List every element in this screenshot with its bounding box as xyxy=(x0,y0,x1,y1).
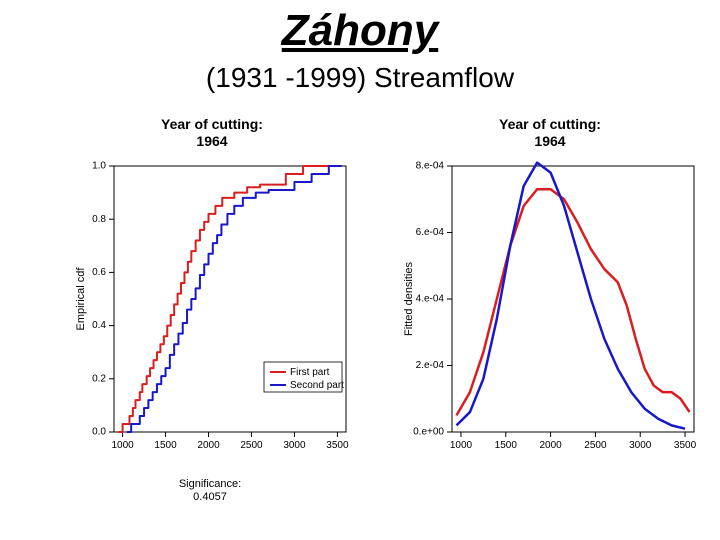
svg-text:0.e+00: 0.e+00 xyxy=(413,427,444,438)
left-panel-title-l2: 1964 xyxy=(72,133,352,150)
svg-text:2500: 2500 xyxy=(584,440,607,451)
subtitle: (1931 -1999) Streamflow xyxy=(0,62,720,94)
slide-root: Záhony (1931 -1999) Streamflow Year of c… xyxy=(0,0,720,540)
svg-text:1.0: 1.0 xyxy=(92,161,106,172)
svg-text:4.e-04: 4.e-04 xyxy=(416,294,445,305)
svg-text:2000: 2000 xyxy=(197,440,220,451)
right-panel-title: Year of cutting: 1964 xyxy=(410,116,690,150)
svg-text:2500: 2500 xyxy=(240,440,263,451)
svg-text:8.e-04: 8.e-04 xyxy=(416,161,445,172)
svg-text:1000: 1000 xyxy=(450,440,473,451)
svg-text:1500: 1500 xyxy=(154,440,177,451)
svg-text:3500: 3500 xyxy=(674,440,697,451)
svg-text:3000: 3000 xyxy=(629,440,652,451)
significance-note: Significance: 0.4057 xyxy=(150,478,270,504)
left-panel-title-l1: Year of cutting: xyxy=(161,116,263,132)
ecdf-chart: 1000 1500 2000 2500 3000 3500 0.0 0.2 0.4 0.6 0.8 1… xyxy=(72,160,352,460)
svg-text:6.e-04: 6.e-04 xyxy=(416,227,445,238)
svg-text:2.e-04: 2.e-04 xyxy=(416,360,445,371)
svg-text:3500: 3500 xyxy=(326,440,349,451)
svg-text:Empirical cdf: Empirical cdf xyxy=(75,267,87,331)
right-panel-title-l1: Year of cutting: xyxy=(499,116,601,132)
svg-text:3000: 3000 xyxy=(283,440,306,451)
left-panel-title: Year of cutting: 1964 xyxy=(72,116,352,150)
svg-text:Fitted densities: Fitted densities xyxy=(403,262,415,336)
svg-text:1000: 1000 xyxy=(111,440,134,451)
main-title: Záhony xyxy=(0,6,720,56)
significance-l1: Significance: xyxy=(179,478,241,490)
svg-text:2000: 2000 xyxy=(539,440,562,451)
svg-text:1500: 1500 xyxy=(495,440,518,451)
svg-text:0.8: 0.8 xyxy=(92,214,106,225)
svg-text:0.2: 0.2 xyxy=(92,373,106,384)
right-panel-title-l2: 1964 xyxy=(410,133,690,150)
density-chart: 1000 1500 2000 2500 3000 3500 0.e+00 2.e-04 4.e-… xyxy=(400,160,700,460)
significance-l2: 0.4057 xyxy=(193,491,227,503)
svg-text:0.6: 0.6 xyxy=(92,267,106,278)
svg-text:Second part: Second part xyxy=(290,380,344,391)
svg-text:First part: First part xyxy=(290,367,330,378)
svg-text:0.4: 0.4 xyxy=(92,320,106,331)
svg-text:0.0: 0.0 xyxy=(92,427,106,438)
